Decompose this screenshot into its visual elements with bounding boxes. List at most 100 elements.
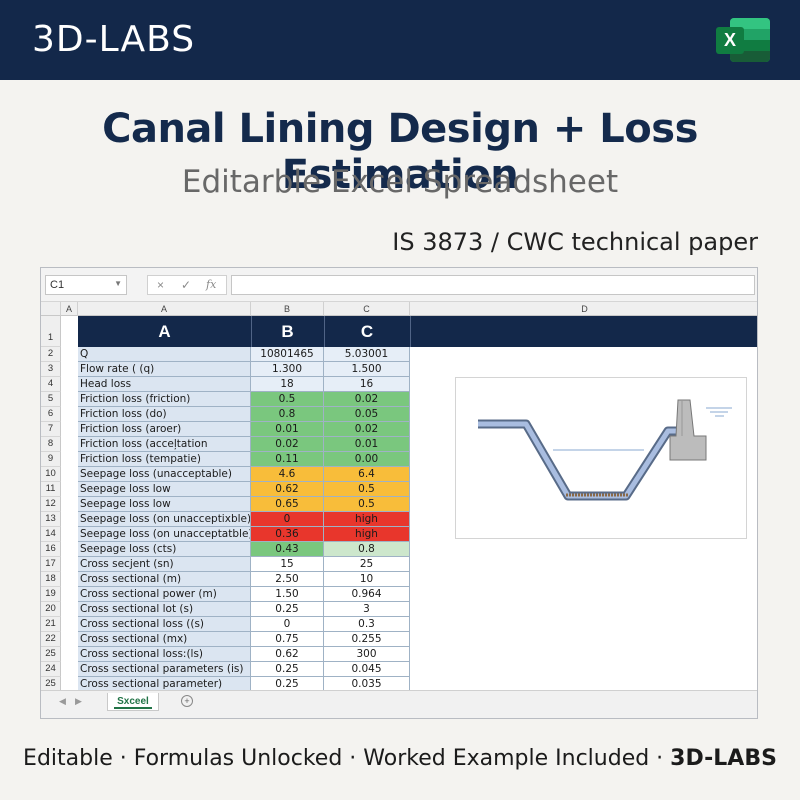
name-box[interactable]: C1 ▼ (45, 275, 127, 295)
chevron-down-icon[interactable]: ▼ (114, 279, 122, 288)
column-header-a-narrow[interactable]: A (61, 302, 78, 316)
cell-label[interactable]: Friction loss (aroer) (78, 422, 251, 437)
sheet-tab[interactable]: Sxceel (107, 693, 159, 711)
cell-label[interactable]: Seepage loss low (78, 497, 251, 512)
cell-value-b[interactable]: 1.50 (251, 587, 324, 602)
cell-label[interactable]: Seepage loss (unacceptable) (78, 467, 251, 482)
row-header[interactable]: 13 (41, 512, 61, 527)
cell-value-b[interactable]: 0.75 (251, 632, 324, 647)
cell-value-b[interactable]: 0.11 (251, 452, 324, 467)
cell-label[interactable]: Seepage loss (on unacceptixble) (78, 512, 251, 527)
cell-label[interactable]: Cross sectional lot (s) (78, 602, 251, 617)
row-header[interactable]: 9 (41, 452, 61, 467)
cell-value-b[interactable]: 0.8 (251, 407, 324, 422)
cell-value-b[interactable]: 0.43 (251, 542, 324, 557)
cell-label[interactable]: Seepage loss low (78, 482, 251, 497)
add-sheet-icon[interactable]: + (181, 695, 193, 707)
row-header[interactable]: 4 (41, 377, 61, 392)
cell-label[interactable]: Friction loss (do) (78, 407, 251, 422)
cell-value-c[interactable]: 0.02 (324, 422, 410, 437)
cell-label[interactable]: Seepage loss (on unacceptatble) (78, 527, 251, 542)
row-header[interactable]: 5 (41, 392, 61, 407)
cell-label[interactable]: Cross sectional power (m) (78, 587, 251, 602)
function-icon[interactable]: fx (206, 278, 217, 291)
cell-value-b[interactable]: 0.65 (251, 497, 324, 512)
cell-value-c[interactable]: 10 (324, 572, 410, 587)
cell-value-b[interactable]: 10801465 (251, 347, 324, 362)
row-header[interactable]: 7 (41, 422, 61, 437)
cell-value-c[interactable]: 0.045 (324, 662, 410, 677)
cell-value-c[interactable]: 0.05 (324, 407, 410, 422)
cell-value-c[interactable]: 3 (324, 602, 410, 617)
row-header[interactable]: 10 (41, 467, 61, 482)
cell-value-b[interactable]: 0.62 (251, 482, 324, 497)
cell-value-c[interactable]: 0.255 (324, 632, 410, 647)
row-header[interactable]: 21 (41, 617, 61, 632)
cell-value-b[interactable]: 0.25 (251, 602, 324, 617)
formula-input[interactable] (231, 275, 755, 295)
column-header-c[interactable]: C (324, 302, 410, 316)
row-header[interactable]: 17 (41, 557, 61, 572)
cell-value-c[interactable]: 0.02 (324, 392, 410, 407)
cell-value-b[interactable]: 4.6 (251, 467, 324, 482)
cell-label[interactable]: Head loss (78, 377, 251, 392)
cell-value-c[interactable]: 0.00 (324, 452, 410, 467)
cell-value-c[interactable]: 0.5 (324, 497, 410, 512)
row-header[interactable]: 6 (41, 407, 61, 422)
next-sheet-icon[interactable]: ▶ (75, 696, 82, 706)
cell-label[interactable]: Seepage loss (cts) (78, 542, 251, 557)
cell-label[interactable]: Cross secjent (sn) (78, 557, 251, 572)
cell-label[interactable]: Cross sectional loss:(ls) (78, 647, 251, 662)
cell-value-c[interactable]: high (324, 512, 410, 527)
row-header[interactable]: 16 (41, 542, 61, 557)
cell-label[interactable]: Flow rate ( (q) (78, 362, 251, 377)
cell-value-c[interactable]: 0.3 (324, 617, 410, 632)
cell-value-c[interactable]: 300 (324, 647, 410, 662)
cancel-icon[interactable]: × (157, 278, 165, 292)
cell-value-c[interactable]: 5.03001 (324, 347, 410, 362)
row-header[interactable]: 3 (41, 362, 61, 377)
cell-label[interactable]: Cross sectional (m) (78, 572, 251, 587)
row-header[interactable]: 25 (41, 647, 61, 662)
cell-label[interactable]: Cross sectional (mx) (78, 632, 251, 647)
cell-label[interactable]: Q (78, 347, 251, 362)
cell-value-b[interactable]: 0.62 (251, 647, 324, 662)
cell-value-b[interactable]: 0.25 (251, 662, 324, 677)
row-header[interactable]: 22 (41, 632, 61, 647)
cell-value-c[interactable]: high (324, 527, 410, 542)
cell-value-b[interactable]: 0 (251, 617, 324, 632)
cell-value-b[interactable]: 2.50 (251, 572, 324, 587)
cell-value-c[interactable]: 0.01 (324, 437, 410, 452)
cell-value-b[interactable]: 18 (251, 377, 324, 392)
cell-value-b[interactable]: 0 (251, 512, 324, 527)
cell-value-b[interactable]: 1.300 (251, 362, 324, 377)
row-header[interactable]: 8 (41, 437, 61, 452)
row-header[interactable]: 11 (41, 482, 61, 497)
cell-value-c[interactable]: 6.4 (324, 467, 410, 482)
cell-value-c[interactable]: 1.500 (324, 362, 410, 377)
row-header[interactable]: 18 (41, 572, 61, 587)
row-header[interactable]: 1 (41, 316, 61, 347)
row-header[interactable]: 14 (41, 527, 61, 542)
row-header[interactable]: 19 (41, 587, 61, 602)
confirm-icon[interactable]: ✓ (181, 278, 192, 292)
column-header-b[interactable]: B (251, 302, 324, 316)
cell-value-b[interactable]: 0.02 (251, 437, 324, 452)
cell-label[interactable]: Cross sectional parameters (is) (78, 662, 251, 677)
cell-value-c[interactable]: 0.964 (324, 587, 410, 602)
cell-label[interactable]: Friction loss (tempatie) (78, 452, 251, 467)
row-header[interactable]: 24 (41, 662, 61, 677)
select-all-corner[interactable] (41, 302, 61, 316)
cell-value-c[interactable]: 25 (324, 557, 410, 572)
column-header-a[interactable]: A (78, 302, 251, 316)
prev-sheet-icon[interactable]: ◀ (59, 696, 66, 706)
cell-label[interactable]: Cross sectional loss ((s) (78, 617, 251, 632)
cell-value-b[interactable]: 0.01 (251, 422, 324, 437)
column-header-d[interactable]: D (410, 302, 757, 316)
cell-label[interactable]: Friction loss (acceļtation (78, 437, 251, 452)
row-header[interactable]: 20 (41, 602, 61, 617)
row-header[interactable]: 12 (41, 497, 61, 512)
row-header[interactable]: 2 (41, 347, 61, 362)
cell-label[interactable]: Friction loss (friction) (78, 392, 251, 407)
cell-value-b[interactable]: 0.5 (251, 392, 324, 407)
